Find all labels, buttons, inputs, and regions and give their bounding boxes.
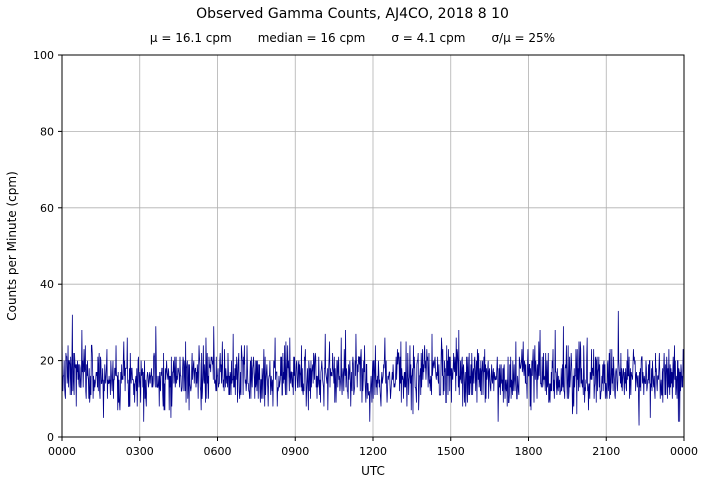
- data-line: [61, 310, 685, 426]
- x-tick-label: 0600: [204, 445, 232, 458]
- stat-sigma: σ = 4.1 cpm: [391, 31, 466, 45]
- x-tick-label: 1800: [515, 445, 543, 458]
- y-axis-label: Counts per Minute (cpm): [5, 171, 19, 321]
- stat-mu: μ = 16.1 cpm: [149, 31, 232, 45]
- y-tick-label: 20: [40, 355, 54, 368]
- x-tick-label: 0300: [126, 445, 154, 458]
- y-tick-label: 100: [33, 49, 54, 62]
- x-tick-label: 1500: [437, 445, 465, 458]
- y-tick-label: 40: [40, 278, 54, 291]
- x-tick-label: 1200: [359, 445, 387, 458]
- x-axis-label: UTC: [361, 464, 385, 478]
- x-tick-label: 0000: [48, 445, 76, 458]
- x-tick-label: 0900: [281, 445, 309, 458]
- chart-title: Observed Gamma Counts, AJ4CO, 2018 8 10: [196, 6, 509, 22]
- y-tick-label: 0: [47, 431, 54, 444]
- x-tick-label: 2100: [592, 445, 620, 458]
- stat-ratio: σ/μ = 25%: [491, 31, 556, 45]
- x-tick-label: 0000: [670, 445, 698, 458]
- stat-median: median = 16 cpm: [257, 31, 366, 45]
- y-tick-label: 80: [40, 125, 54, 138]
- y-tick-label: 60: [40, 202, 54, 215]
- chart-stats-bar: μ = 16.1 cpm median = 16 cpm σ = 4.1 cpm…: [0, 31, 705, 45]
